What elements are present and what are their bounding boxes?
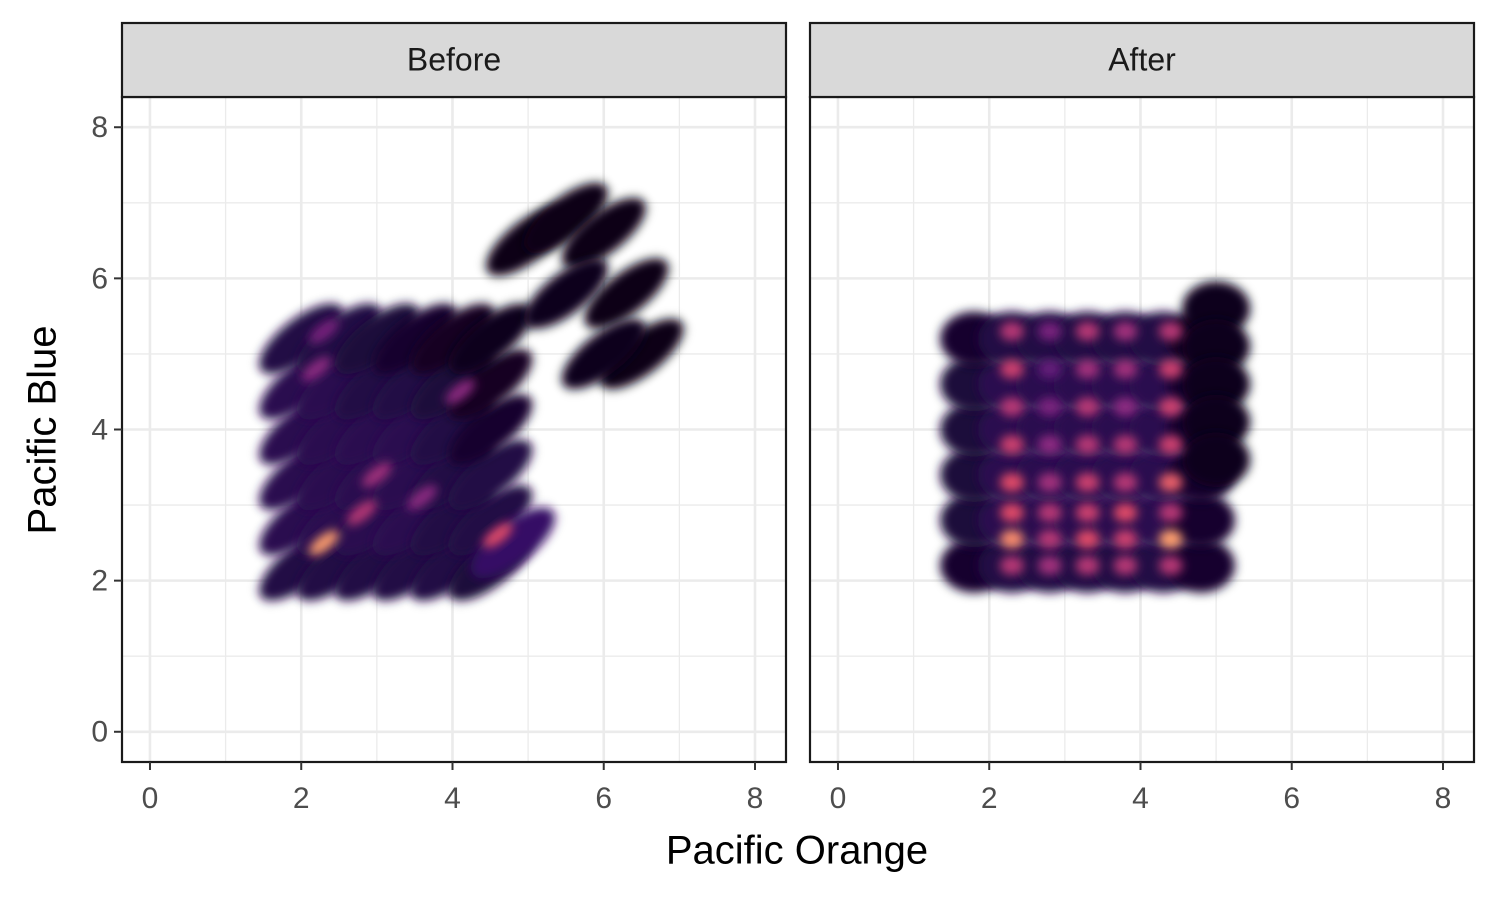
density-blob: [999, 397, 1024, 417]
density-blob: [448, 348, 533, 420]
density-blob: [1075, 321, 1100, 341]
density-blob: [1158, 359, 1183, 379]
plot-area: [259, 182, 684, 601]
density-blob: [1075, 555, 1100, 576]
y-tick-label: 0: [91, 716, 108, 749]
x-tick-label: 6: [1283, 782, 1300, 815]
y-tick-label: 6: [91, 262, 108, 295]
density-blob: [1166, 538, 1235, 593]
density-blob: [1037, 321, 1062, 341]
strip-background: [120, 21, 788, 99]
density-blob: [561, 318, 646, 390]
density-blob: [1037, 472, 1062, 492]
density-blob: [1075, 472, 1100, 492]
density-blob: [309, 318, 339, 344]
density-blob: [448, 394, 533, 465]
density-blob: [1158, 435, 1183, 455]
density-blob: [372, 303, 457, 375]
density-blob: [584, 258, 669, 329]
density-blob: [1037, 359, 1062, 379]
density-blob: [1075, 435, 1100, 455]
density-blob: [1182, 319, 1251, 374]
density-blob: [1113, 397, 1138, 417]
density-blob: [301, 356, 332, 382]
density-blob: [1037, 555, 1062, 576]
density-blob: [407, 485, 438, 510]
density-blob: [599, 318, 684, 390]
x-tick-label: 2: [293, 782, 310, 815]
y-tick-label: 4: [91, 413, 108, 446]
x-tick-label: 8: [747, 782, 764, 815]
density-blob: [334, 303, 419, 375]
y-tick-label: 2: [91, 565, 108, 598]
density-blob: [259, 303, 344, 375]
y-tick-label: 8: [91, 111, 108, 144]
x-tick-label: 6: [595, 782, 612, 815]
density-blob: [1037, 529, 1062, 549]
density-blob: [1182, 356, 1251, 412]
density-blob: [1158, 397, 1183, 417]
density-blob: [1113, 529, 1138, 549]
density-blob: [523, 182, 609, 254]
density-blob: [410, 303, 495, 375]
density-blob: [999, 503, 1024, 523]
density-blob: [999, 472, 1024, 492]
x-tick-label: 4: [1132, 782, 1149, 815]
strip-label: After: [1108, 41, 1176, 77]
density-blob: [999, 435, 1024, 455]
density-blob: [1037, 397, 1062, 417]
density-blob: [296, 303, 382, 375]
y-axis-title: Pacific Blue: [21, 326, 65, 535]
density-blob: [1113, 321, 1138, 341]
density-blob: [1113, 555, 1138, 576]
x-tick-label: 8: [1435, 782, 1452, 815]
strip-background: [808, 21, 1476, 99]
density-blob: [999, 529, 1024, 549]
density-blob: [448, 303, 533, 375]
density-blob: [1182, 394, 1251, 450]
density-blob: [483, 522, 513, 548]
density-blob: [346, 500, 377, 526]
density-blob: [1158, 472, 1183, 492]
density-blob: [1113, 472, 1138, 492]
strip-label: Before: [407, 41, 501, 77]
density-blob: [1075, 397, 1100, 417]
plot-area: [940, 281, 1251, 593]
density-blob: [1075, 503, 1100, 523]
x-tick-label: 2: [981, 782, 998, 815]
density-blob: [1075, 359, 1100, 379]
density-blob: [448, 484, 533, 556]
density-blob: [1158, 555, 1183, 576]
density-blob: [1158, 529, 1183, 549]
density-blob: [1158, 503, 1183, 523]
density-blob: [1037, 435, 1062, 455]
density-blob: [1113, 503, 1138, 523]
x-tick-label: 4: [444, 782, 461, 815]
x-axis-title: Pacific Orange: [666, 829, 928, 873]
density-blob: [470, 507, 556, 579]
density-blob: [309, 530, 339, 556]
x-tick-label: 0: [142, 782, 159, 815]
density-blob: [1113, 359, 1138, 379]
density-blob: [1075, 529, 1100, 549]
density-blob: [523, 258, 609, 329]
density-blob: [1158, 321, 1183, 341]
density-blob: [448, 439, 533, 511]
density-blob: [561, 197, 646, 269]
density-blob: [1037, 503, 1062, 523]
density-blob: [999, 321, 1024, 341]
x-tick-label: 0: [830, 782, 847, 815]
density-blob: [445, 379, 475, 405]
density-blob: [1166, 492, 1235, 548]
density-blob: [999, 359, 1024, 379]
density-blob: [1182, 281, 1251, 336]
density-blob: [362, 462, 392, 488]
density-blob: [1113, 435, 1138, 455]
density-blob: [1182, 432, 1251, 487]
density-blob: [999, 555, 1024, 576]
